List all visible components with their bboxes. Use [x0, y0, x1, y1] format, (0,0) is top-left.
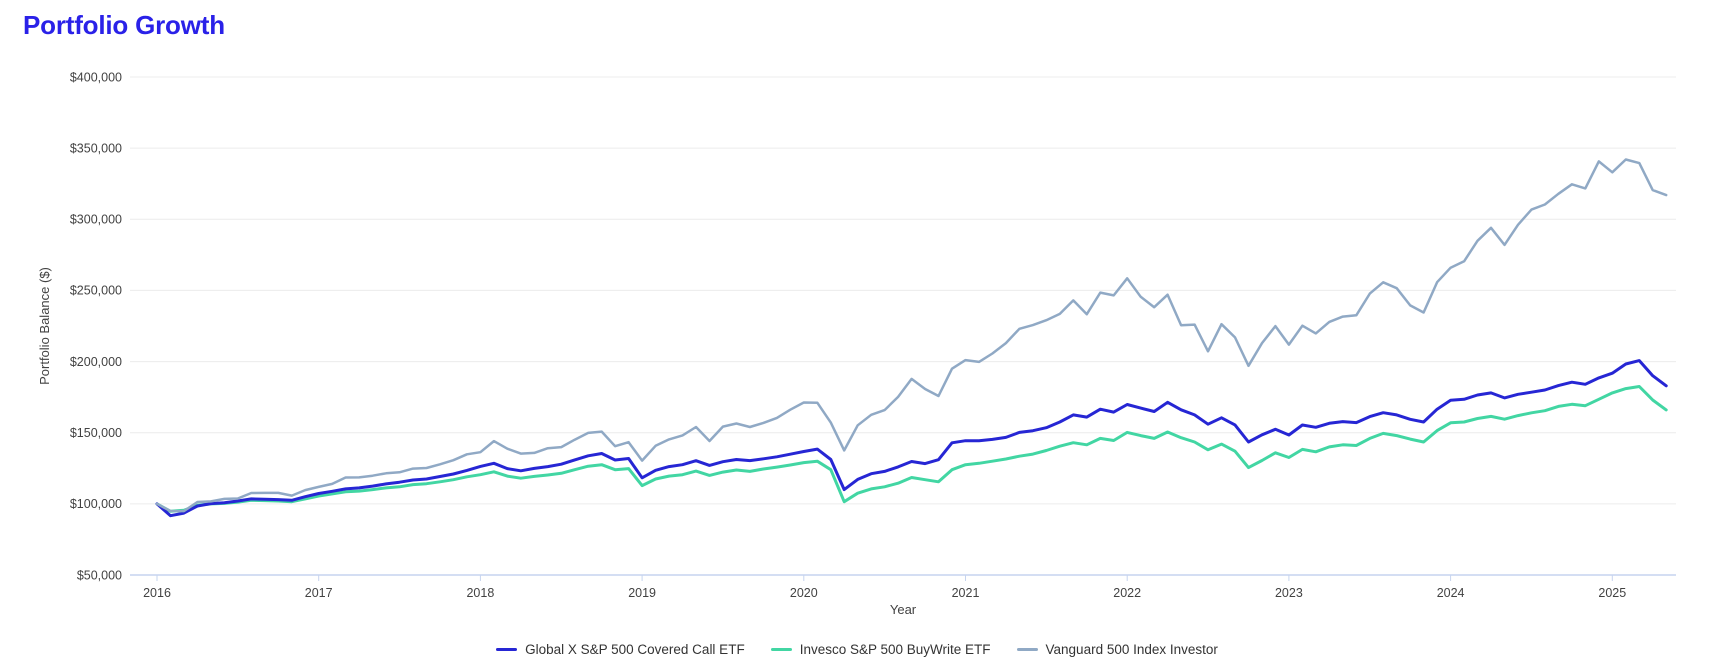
legend: Global X S&P 500 Covered Call ETF Invesco… [0, 639, 1714, 659]
x-tick-label: 2020 [790, 586, 818, 600]
legend-swatch-icon [770, 647, 792, 651]
legend-item[interactable]: Vanguard 500 Index Investor [1016, 641, 1218, 657]
legend-item[interactable]: Global X S&P 500 Covered Call ETF [496, 642, 745, 657]
y-tick-label: $350,000 [70, 141, 122, 155]
x-tick-label: 2019 [628, 586, 656, 600]
y-tick-label: $150,000 [70, 426, 122, 440]
x-tick-label: 2018 [466, 586, 494, 600]
x-tick-label: 2016 [143, 586, 171, 600]
y-tick-label: $250,000 [70, 284, 122, 298]
y-tick-label: $300,000 [70, 213, 122, 227]
legend-label: Global X S&P 500 Covered Call ETF [525, 641, 745, 657]
legend-label: Invesco S&P 500 BuyWrite ETF [799, 641, 991, 657]
y-axis-title: Portfolio Balance ($) [37, 267, 52, 385]
x-tick-label: 2025 [1598, 586, 1626, 600]
y-tick-label: $50,000 [77, 568, 122, 582]
x-axis-title: Year [890, 602, 917, 617]
series-line-0 [155, 359, 1668, 518]
legend-label: Vanguard 500 Index Investor [1045, 641, 1218, 657]
series-line-2 [155, 158, 1668, 513]
x-tick-label: 2022 [1113, 586, 1141, 600]
x-tick-label: 2017 [305, 586, 333, 600]
legend-item[interactable]: Invesco S&P 500 BuyWrite ETF [770, 641, 991, 657]
x-tick-label: 2024 [1437, 586, 1465, 600]
legend-swatch-icon [1016, 647, 1038, 651]
x-tick-label: 2023 [1275, 586, 1303, 600]
y-tick-label: $200,000 [70, 355, 122, 369]
legend-swatch-icon [496, 647, 518, 651]
x-tick-label: 2021 [952, 586, 980, 600]
series-line-1 [155, 385, 1668, 513]
y-tick-label: $100,000 [70, 497, 122, 511]
page-title: Portfolio Growth [23, 10, 225, 40]
y-tick-label: $400,000 [70, 70, 122, 84]
